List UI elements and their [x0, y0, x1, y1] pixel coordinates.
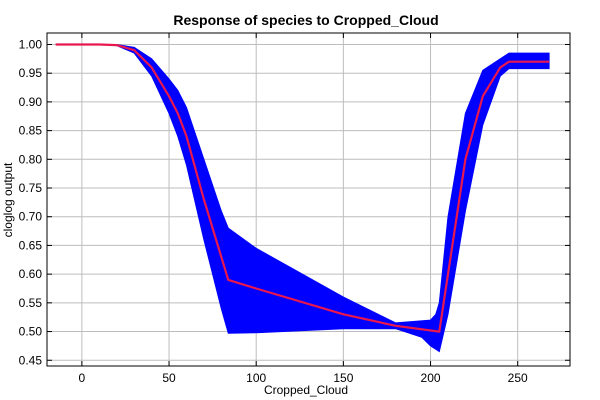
x-tick-label: 50 — [162, 371, 176, 385]
axis-ticks: 0 50 100 150 200 250 0.45 0.50 0.55 0.60 0.65 0.70 0… — [19, 33, 570, 385]
mean-response — [55, 43, 550, 333]
y-axis-label: cloglog output — [1, 162, 15, 237]
response-band-area — [55, 44, 550, 353]
plot-frame — [46, 32, 571, 367]
mean-response-line — [55, 43, 550, 333]
response-band — [55, 44, 550, 353]
y-tick-label: 0.90 — [19, 95, 43, 109]
x-tick-label: 200 — [421, 371, 441, 385]
y-tick-label: 0.60 — [19, 267, 43, 281]
y-tick-label: 0.75 — [19, 181, 43, 195]
y-tick-label: 0.45 — [19, 353, 43, 367]
y-tick-label: 0.50 — [19, 325, 43, 339]
grid-lines — [47, 33, 570, 366]
y-tick-label: 0.65 — [19, 238, 43, 252]
x-axis-label: Cropped_Cloud — [264, 383, 348, 397]
y-tick-label: 1.00 — [19, 37, 43, 51]
y-tick-label: 0.70 — [19, 210, 43, 224]
x-tick-label: 100 — [246, 371, 266, 385]
y-tick-label: 0.85 — [19, 124, 43, 138]
x-tick-label: 0 — [79, 371, 86, 385]
chart-title: Response of species to Cropped_Cloud — [173, 12, 438, 28]
y-tick-label: 0.95 — [19, 66, 43, 80]
x-tick-label: 250 — [508, 371, 528, 385]
x-tick-label: 150 — [333, 371, 353, 385]
y-tick-label: 0.55 — [19, 296, 43, 310]
y-tick-label: 0.80 — [19, 152, 43, 166]
